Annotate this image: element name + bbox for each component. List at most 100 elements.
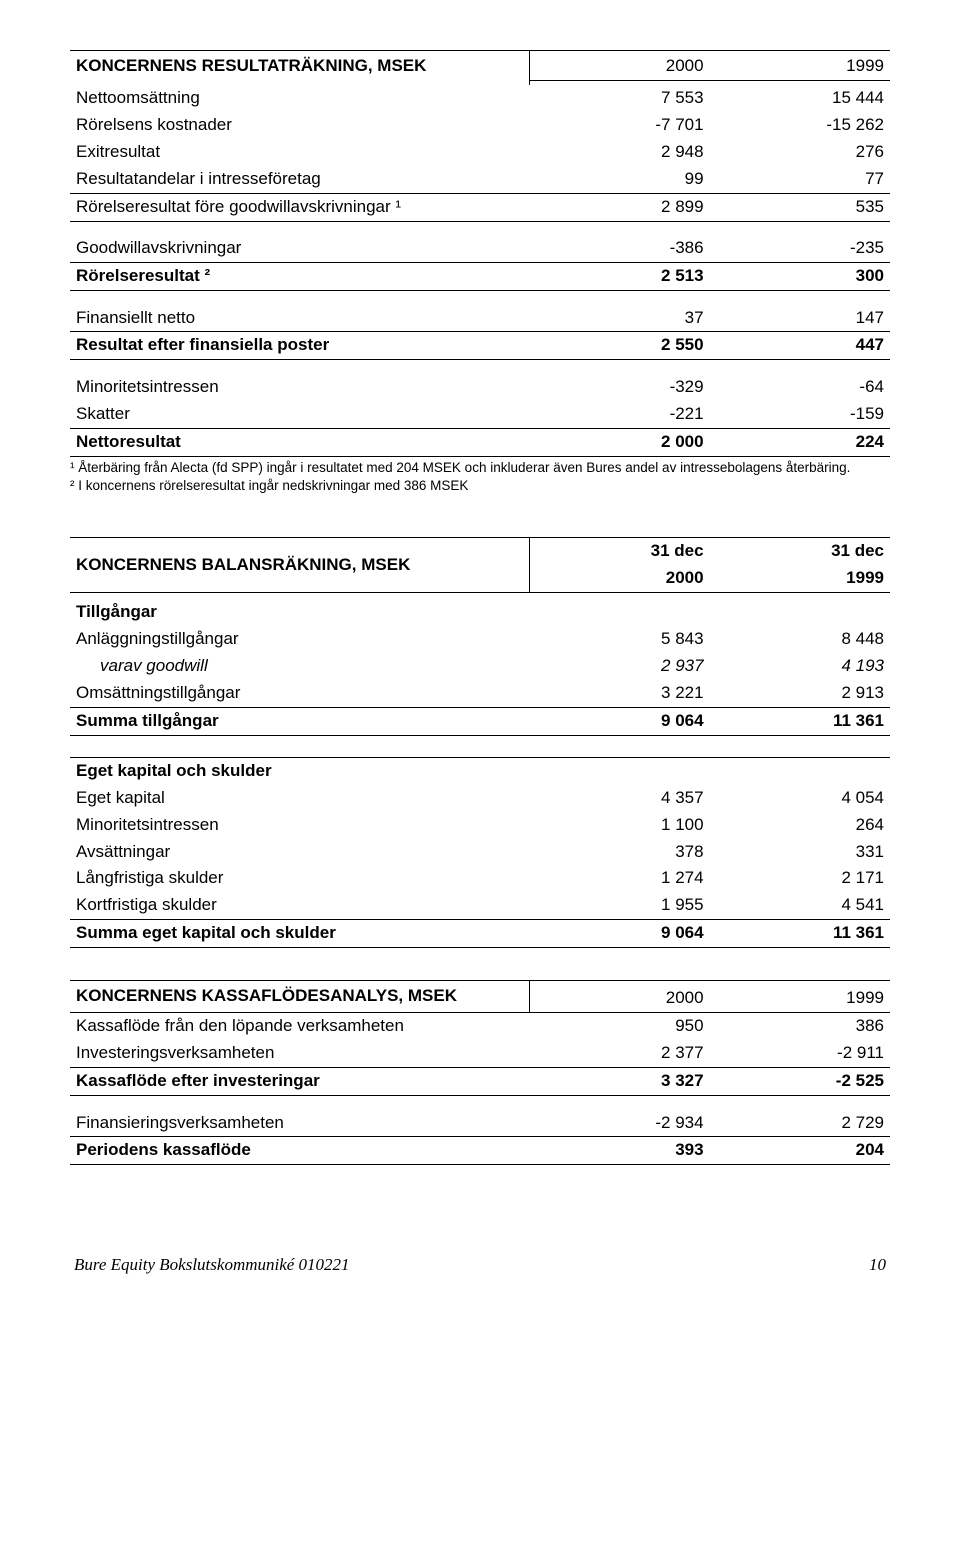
cell: 276	[710, 139, 890, 166]
row-label: Finansiellt netto	[70, 305, 529, 332]
cell: 9 064	[529, 707, 709, 735]
cell: -64	[710, 374, 890, 401]
income-title: KONCERNENS RESULTATRÄKNING, MSEK	[70, 51, 529, 85]
row-label: Anläggningstillgångar	[70, 626, 529, 653]
row-label: Skatter	[70, 401, 529, 428]
cell: -159	[710, 401, 890, 428]
col-year-2000: 2000	[529, 51, 709, 81]
cell: 99	[529, 166, 709, 193]
row-label: Omsättningstillgångar	[70, 680, 529, 707]
cell: 264	[710, 812, 890, 839]
row-label: Resultatandelar i intresseföretag	[70, 166, 529, 193]
cell: -386	[529, 235, 709, 262]
cell: 386	[710, 1013, 890, 1040]
col-date: 31 dec	[710, 538, 890, 565]
row-label: Kassaflöde efter investeringar	[70, 1068, 529, 1096]
cell: -329	[529, 374, 709, 401]
footer-page-number: 10	[869, 1255, 886, 1275]
cashflow-table: KONCERNENS KASSAFLÖDESANALYS, MSEK 2000 …	[70, 980, 890, 1165]
cell: 4 193	[710, 653, 890, 680]
row-label: Nettoomsättning	[70, 85, 529, 112]
cell: 2 513	[529, 263, 709, 291]
cell: 9 064	[529, 920, 709, 948]
cell: 300	[710, 263, 890, 291]
cell: 204	[710, 1137, 890, 1165]
cell: 2 948	[529, 139, 709, 166]
col-date: 2000	[529, 565, 709, 592]
cell: 11 361	[710, 707, 890, 735]
cell: 2 913	[710, 680, 890, 707]
cell: 2 899	[529, 193, 709, 221]
cell: -235	[710, 235, 890, 262]
cell: 2 937	[529, 653, 709, 680]
cell: 147	[710, 305, 890, 332]
row-label: Investeringsverksamheten	[70, 1040, 529, 1067]
row-label: Rörelsens kostnader	[70, 112, 529, 139]
row-label: Periodens kassaflöde	[70, 1137, 529, 1165]
cashflow-title: KONCERNENS KASSAFLÖDESANALYS, MSEK	[70, 981, 529, 1013]
col-date: 31 dec	[529, 538, 709, 565]
col-year: 1999	[710, 985, 890, 1012]
cell: 11 361	[710, 920, 890, 948]
cell: 1 100	[529, 812, 709, 839]
row-label: Avsättningar	[70, 839, 529, 866]
balance-title: KONCERNENS BALANSRÄKNING, MSEK	[70, 538, 529, 593]
row-label: Resultat efter finansiella poster	[70, 332, 529, 360]
income-statement-table: KONCERNENS RESULTATRÄKNING, MSEK 2000 19…	[70, 50, 890, 457]
cell: 37	[529, 305, 709, 332]
row-label: Minoritetsintressen	[70, 374, 529, 401]
row-label: Kassaflöde från den löpande verksamheten	[70, 1013, 529, 1040]
cell: 224	[710, 428, 890, 456]
row-label: Nettoresultat	[70, 428, 529, 456]
cell: 7 553	[529, 85, 709, 112]
cell: 1 274	[529, 865, 709, 892]
cell: 447	[710, 332, 890, 360]
cell: -15 262	[710, 112, 890, 139]
row-label: Långfristiga skulder	[70, 865, 529, 892]
row-label: Rörelseresultat före goodwillavskrivning…	[70, 193, 529, 221]
cell: -2 525	[710, 1068, 890, 1096]
cell: -221	[529, 401, 709, 428]
cell: 4 541	[710, 892, 890, 919]
cell: 77	[710, 166, 890, 193]
cell: 1 955	[529, 892, 709, 919]
eqliab-heading: Eget kapital och skulder	[70, 757, 529, 784]
row-label: Goodwillavskrivningar	[70, 235, 529, 262]
cell: -7 701	[529, 112, 709, 139]
row-label: Eget kapital	[70, 785, 529, 812]
row-label: Rörelseresultat ²	[70, 263, 529, 291]
assets-heading: Tillgångar	[70, 593, 529, 626]
cell: 2 171	[710, 865, 890, 892]
cell: 15 444	[710, 85, 890, 112]
cell: -2 934	[529, 1110, 709, 1137]
cell: 2 729	[710, 1110, 890, 1137]
cell: -2 911	[710, 1040, 890, 1067]
cell: 4 054	[710, 785, 890, 812]
cell: 3 327	[529, 1068, 709, 1096]
cell: 2 550	[529, 332, 709, 360]
row-label: Exitresultat	[70, 139, 529, 166]
footer-left: Bure Equity Bokslutskommuniké 010221	[74, 1255, 350, 1275]
cell: 4 357	[529, 785, 709, 812]
cell: 8 448	[710, 626, 890, 653]
cell: 535	[710, 193, 890, 221]
row-label: varav goodwill	[70, 653, 529, 680]
cell: 950	[529, 1013, 709, 1040]
col-year: 2000	[529, 985, 709, 1012]
cell: 2 000	[529, 428, 709, 456]
row-label: Finansieringsverksamheten	[70, 1110, 529, 1137]
cell: 378	[529, 839, 709, 866]
income-note-2: ² I koncernens rörelseresultat ingår ned…	[70, 477, 890, 495]
row-label: Kortfristiga skulder	[70, 892, 529, 919]
row-label: Summa tillgångar	[70, 707, 529, 735]
income-note-1: ¹ Återbäring från Alecta (fd SPP) ingår …	[70, 459, 890, 477]
cell: 5 843	[529, 626, 709, 653]
row-label: Summa eget kapital och skulder	[70, 920, 529, 948]
balance-sheet-table: KONCERNENS BALANSRÄKNING, MSEK 31 dec 31…	[70, 537, 890, 948]
cell: 3 221	[529, 680, 709, 707]
cell: 2 377	[529, 1040, 709, 1067]
cell: 393	[529, 1137, 709, 1165]
row-label: Minoritetsintressen	[70, 812, 529, 839]
col-year-1999: 1999	[710, 51, 890, 81]
col-date: 1999	[710, 565, 890, 592]
